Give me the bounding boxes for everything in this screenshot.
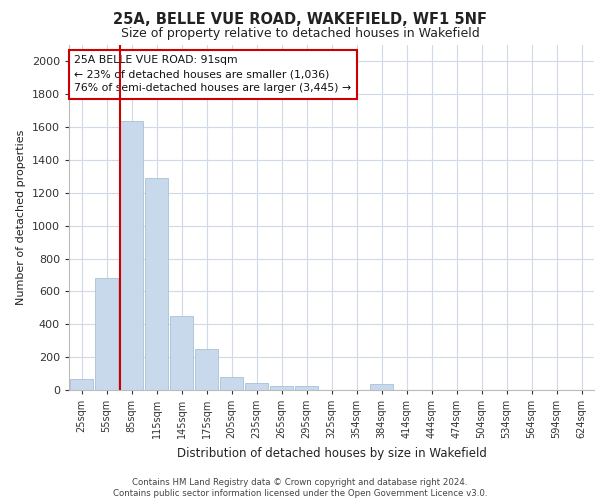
Text: 25A BELLE VUE ROAD: 91sqm
← 23% of detached houses are smaller (1,036)
76% of se: 25A BELLE VUE ROAD: 91sqm ← 23% of detac… [74,56,352,94]
Bar [245,382,268,390]
Bar [220,377,243,390]
X-axis label: Distribution of detached houses by size in Wakefield: Distribution of detached houses by size … [176,446,487,460]
Bar [70,380,93,390]
Bar [270,386,293,390]
Bar [145,178,168,390]
Bar [370,384,393,390]
Text: 25A, BELLE VUE ROAD, WAKEFIELD, WF1 5NF: 25A, BELLE VUE ROAD, WAKEFIELD, WF1 5NF [113,12,487,28]
Bar [195,349,218,390]
Text: Contains HM Land Registry data © Crown copyright and database right 2024.
Contai: Contains HM Land Registry data © Crown c… [113,478,487,498]
Bar [120,120,143,390]
Bar [95,278,118,390]
Bar [170,316,193,390]
Y-axis label: Number of detached properties: Number of detached properties [16,130,26,305]
Text: Size of property relative to detached houses in Wakefield: Size of property relative to detached ho… [121,28,479,40]
Bar [295,386,318,390]
